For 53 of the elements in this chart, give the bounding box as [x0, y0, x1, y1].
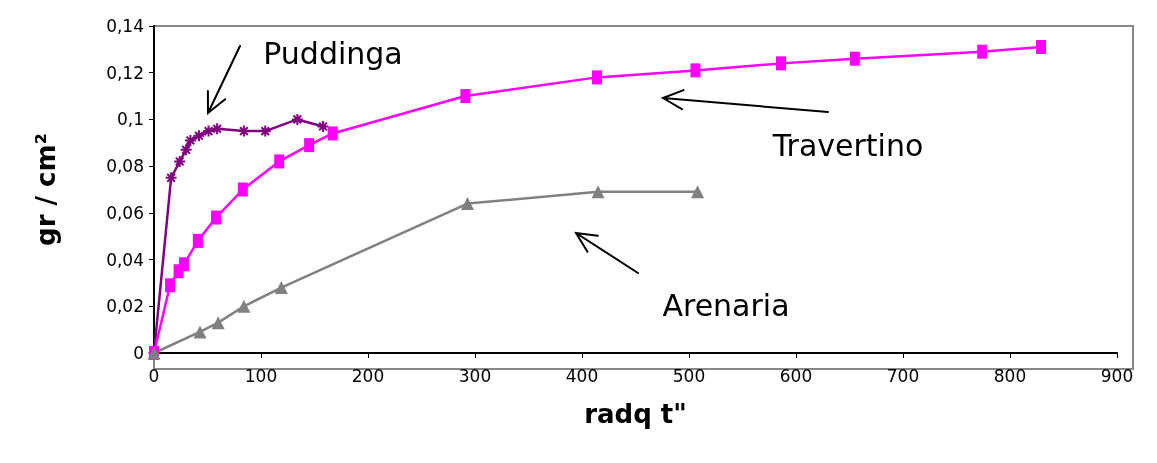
- point: [237, 182, 248, 197]
- point: [211, 316, 225, 330]
- point: [691, 185, 705, 199]
- point: [210, 122, 224, 136]
- x-tick-label: 900: [1100, 365, 1134, 386]
- point: [165, 278, 176, 293]
- point: [193, 325, 207, 339]
- x-tick-label: 300: [458, 365, 492, 386]
- x-tick-label: 800: [993, 365, 1027, 386]
- point: [164, 171, 178, 185]
- x-tick-label: 600: [779, 365, 813, 386]
- y-tick-label: 0,1: [116, 109, 144, 130]
- y-tick-label: 0,12: [106, 62, 144, 83]
- point: [258, 124, 272, 138]
- point: [591, 70, 602, 85]
- point: [192, 129, 206, 143]
- point: [192, 233, 203, 248]
- point: [977, 44, 988, 59]
- x-tick-label: 100: [244, 365, 278, 386]
- text: Arenaria: [662, 287, 790, 323]
- x-tick-label: 200: [351, 365, 385, 386]
- x-tick-label: 0: [148, 365, 160, 386]
- x-axis-title: radq t": [584, 399, 687, 429]
- x-tick-label: 700: [886, 365, 920, 386]
- point: [274, 281, 288, 295]
- point: [290, 112, 304, 126]
- point: [274, 154, 285, 169]
- point: [178, 257, 189, 272]
- series-label: Puddinga: [263, 35, 403, 71]
- y-tick-label: 0,08: [106, 156, 144, 177]
- x-tick-label: 400: [565, 365, 599, 386]
- point: [237, 299, 251, 313]
- point: [211, 210, 222, 225]
- point: [776, 56, 787, 71]
- point: [1036, 40, 1047, 55]
- y-tick-label: 0,02: [106, 296, 144, 317]
- point: [202, 124, 216, 138]
- series-label: Travertino: [771, 127, 924, 163]
- point: [237, 124, 251, 138]
- x-tick-label: 500: [672, 365, 706, 386]
- y-tick-label: 0,14: [106, 16, 144, 36]
- y-tick-label: 0,04: [106, 249, 144, 270]
- point: [849, 51, 860, 66]
- y-tick-label: 0,06: [106, 202, 144, 223]
- point: [327, 126, 338, 141]
- point: [690, 63, 701, 78]
- point: [316, 119, 330, 133]
- y-axis-title: gr / cm²: [31, 133, 61, 246]
- point: [460, 89, 471, 104]
- point: [591, 185, 605, 199]
- y-tick-label: 0: [133, 343, 144, 363]
- point: [304, 138, 315, 153]
- point: [461, 197, 475, 211]
